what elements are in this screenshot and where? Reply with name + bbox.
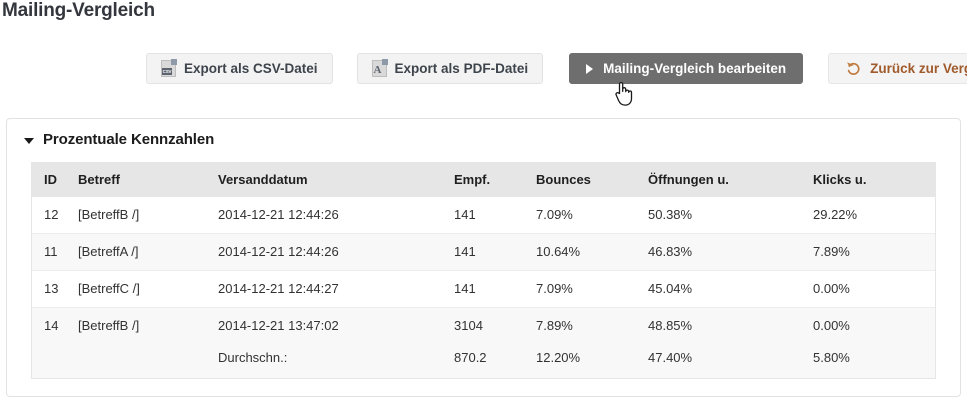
cell-id: 13 — [32, 270, 78, 308]
column-header-oeffnungen[interactable]: Öffnungen u. — [648, 163, 813, 197]
export-csv-label: Export als CSV-Datei — [184, 61, 318, 76]
table-head: ID Betreff Versanddatum Empf. Bounces Öf… — [32, 163, 935, 197]
panel-title: Prozentuale Kennzahlen — [43, 131, 215, 148]
table-average-row: Durchschn.: 870.2 12.20% 47.40% 5.80% — [32, 344, 935, 378]
edit-comparison-button[interactable]: Mailing-Vergleich bearbeiten — [569, 53, 804, 84]
cell-betreff: [BetreffB /] — [78, 207, 140, 222]
cell-versanddatum: 2014-12-21 12:44:27 — [218, 270, 454, 308]
cell-klicks: 5.80% — [813, 344, 935, 378]
cell-versanddatum: 2014-12-21 13:47:02 — [218, 307, 454, 344]
cell-average-label: Durchschn.: — [218, 344, 454, 378]
table-header-row: ID Betreff Versanddatum Empf. Bounces Öf… — [32, 163, 935, 197]
cell-betreff: [BetreffB /] — [78, 307, 218, 344]
edit-comparison-label: Mailing-Vergleich bearbeiten — [603, 61, 787, 76]
back-to-overview-label: Zurück zur Vergleichsübersicht — [870, 61, 967, 76]
column-header-empf[interactable]: Empf. — [454, 163, 536, 197]
cell-empf: 141 — [454, 233, 536, 271]
cell-oeffnungen: 45.04% — [648, 270, 813, 308]
export-pdf-label: Export als PDF-Datei — [394, 61, 529, 76]
percentage-metrics-panel: Prozentuale Kennzahlen ID Betreff Versan… — [6, 118, 961, 397]
cell-empf: 3104 — [454, 307, 536, 344]
table-body: 12 [BetreffB /] 2014-12-21 12:44:26 141 … — [32, 197, 935, 378]
cell-id: 11 — [32, 233, 78, 271]
column-header-versanddatum[interactable]: Versanddatum — [218, 163, 454, 197]
cell-versanddatum: 2014-12-21 12:44:26 — [218, 233, 454, 271]
cell-empf: 141 — [454, 207, 476, 222]
column-header-bounces[interactable]: Bounces — [536, 163, 648, 197]
table-row[interactable]: 13 [BetreffC /] 2014-12-21 12:44:27 141 … — [32, 270, 935, 308]
cell-oeffnungen: 46.83% — [648, 233, 813, 271]
table-row[interactable]: 12 [BetreffB /] 2014-12-21 12:44:26 141 … — [32, 197, 935, 234]
cell-bounces: 12.20% — [536, 344, 648, 378]
cell-id — [32, 344, 78, 378]
cell-klicks: 0.00% — [813, 270, 935, 308]
table-row[interactable]: 11 [BetreffA /] 2014-12-21 12:44:26 141 … — [32, 233, 935, 271]
column-header-id[interactable]: ID — [32, 163, 78, 197]
cell-betreff: [BetreffA /] — [78, 233, 218, 271]
column-header-betreff[interactable]: Betreff — [78, 163, 218, 197]
cell-oeffnungen: 50.38% — [648, 207, 693, 222]
cell-id: 14 — [32, 307, 78, 344]
cell-versanddatum: 2014-12-21 12:44:26 — [218, 207, 339, 222]
export-pdf-button[interactable]: A Export als PDF-Datei — [356, 53, 544, 84]
column-header-klicks[interactable]: Klicks u. — [813, 163, 935, 197]
toolbar: CSV Export als CSV-Datei A Export als PD… — [146, 53, 967, 84]
cell-oeffnungen: 48.85% — [648, 307, 813, 344]
metrics-table-wrapper: ID Betreff Versanddatum Empf. Bounces Öf… — [31, 162, 936, 379]
cell-betreff — [78, 344, 218, 378]
cell-empf: 141 — [454, 270, 536, 308]
undo-icon — [845, 60, 862, 77]
play-triangle-icon — [586, 63, 594, 74]
metrics-table: ID Betreff Versanddatum Empf. Bounces Öf… — [32, 163, 935, 378]
csv-file-icon: CSV — [161, 59, 177, 77]
cell-klicks: 7.89% — [813, 233, 935, 271]
panel-header[interactable]: Prozentuale Kennzahlen — [7, 119, 960, 148]
cell-id: 12 — [44, 207, 59, 222]
cell-klicks: 29.22% — [813, 207, 858, 222]
cell-empf: 870.2 — [454, 344, 536, 378]
pdf-file-icon: A — [371, 59, 388, 77]
cell-klicks: 0.00% — [813, 307, 935, 344]
cell-bounces: 7.09% — [536, 207, 573, 222]
cell-bounces: 7.89% — [536, 307, 648, 344]
cell-oeffnungen: 47.40% — [648, 344, 813, 378]
chevron-down-icon[interactable] — [24, 137, 34, 144]
cell-bounces: 10.64% — [536, 233, 648, 271]
export-csv-button[interactable]: CSV Export als CSV-Datei — [146, 53, 333, 84]
back-to-overview-button[interactable]: Zurück zur Vergleichsübersicht — [828, 53, 967, 84]
cell-betreff: [BetreffC /] — [78, 270, 218, 308]
csv-icon-label: CSV — [162, 68, 172, 75]
page-title: Mailing-Vergleich — [2, 0, 155, 21]
cell-bounces: 7.09% — [536, 270, 648, 308]
pdf-icon-label: A — [373, 64, 382, 76]
table-row[interactable]: 14 [BetreffB /] 2014-12-21 13:47:02 3104… — [32, 307, 935, 344]
